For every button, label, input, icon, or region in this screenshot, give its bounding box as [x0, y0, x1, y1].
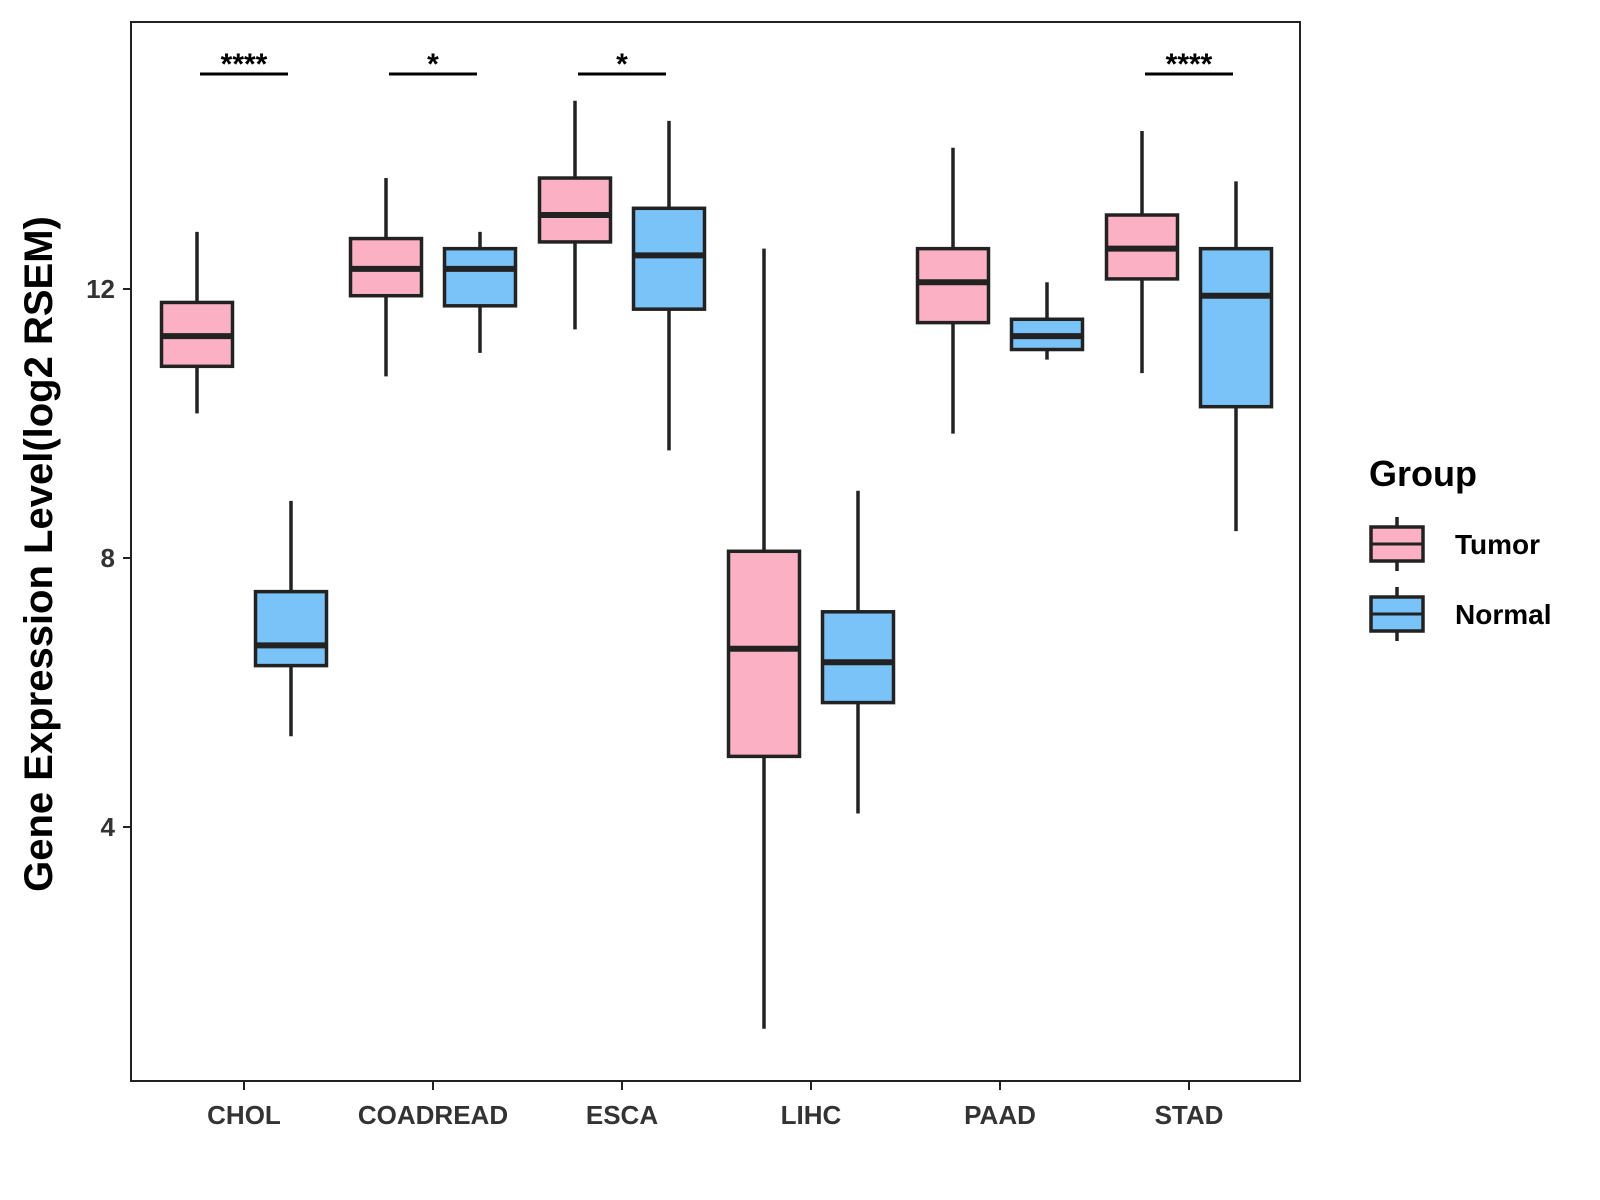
box-tumor-esca — [537, 100, 613, 330]
iqr-box — [253, 589, 329, 668]
iqr-box — [631, 206, 707, 311]
box-tumor-coadread — [348, 178, 424, 377]
x-tick-label-paad: PAAD — [964, 1100, 1036, 1130]
y-tick-label: 12 — [86, 274, 115, 304]
box-normal-paad — [1009, 282, 1085, 360]
significance-label: * — [427, 48, 439, 81]
y-tick-label: 8 — [101, 543, 115, 573]
box-normal-stad — [1198, 181, 1274, 532]
iqr-box — [915, 246, 991, 325]
x-axis: CHOL COADREAD ESCA LIHC PAAD STAD — [207, 1081, 1223, 1130]
significance-label: **** — [221, 48, 268, 81]
y-axis-title: Gene Expression Level(log2 RSEM) — [17, 216, 61, 892]
box-normal-esca — [631, 120, 707, 451]
box-tumor-stad — [1104, 130, 1180, 374]
panel-border — [130, 21, 1301, 1082]
boxes-layer — [159, 100, 1274, 1029]
box-normal-coadread — [442, 231, 518, 353]
box-normal-chol — [253, 500, 329, 737]
y-axis: 4 8 12 — [86, 274, 131, 842]
box-normal-lihc — [820, 490, 896, 814]
box-tumor-chol — [159, 231, 235, 414]
plot-area — [130, 21, 1301, 1082]
iqr-box — [1198, 246, 1274, 409]
significance-label: **** — [1166, 48, 1213, 81]
legend-item-tumor: Tumor — [1369, 517, 1540, 571]
significance-layer: **** * * **** — [200, 48, 1233, 81]
legend-title: Group — [1369, 453, 1477, 494]
significance-label: * — [616, 48, 628, 81]
legend-label-normal: Normal — [1455, 599, 1551, 630]
box-tumor-lihc — [726, 248, 802, 1029]
x-tick-label-coadread: COADREAD — [358, 1100, 508, 1130]
x-tick-label-esca: ESCA — [586, 1100, 658, 1130]
x-tick-label-chol: CHOL — [207, 1100, 281, 1130]
legend: Group Tumor Normal — [1369, 453, 1551, 641]
y-tick-label: 4 — [101, 812, 116, 842]
iqr-box — [820, 610, 896, 705]
box-tumor-paad — [915, 147, 991, 434]
x-tick-label-lihc: LIHC — [781, 1100, 842, 1130]
iqr-box — [726, 549, 802, 759]
x-tick-label-stad: STAD — [1155, 1100, 1224, 1130]
iqr-box — [442, 246, 518, 308]
legend-item-normal: Normal — [1369, 587, 1551, 641]
iqr-box — [537, 176, 613, 244]
legend-label-tumor: Tumor — [1455, 529, 1540, 560]
